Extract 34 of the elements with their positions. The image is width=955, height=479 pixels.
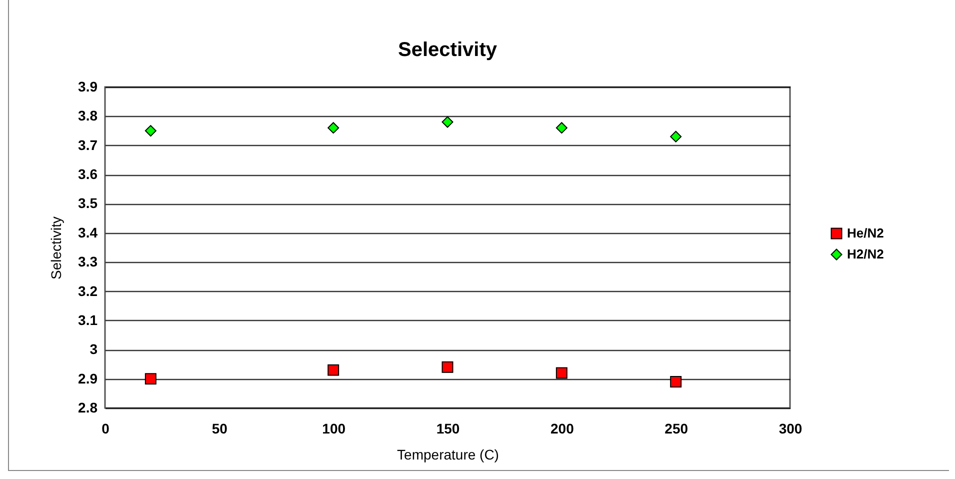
y-tick-label: 3.8 [78, 108, 98, 124]
x-tick-label: 300 [778, 420, 802, 436]
y-tick-label: 3.2 [78, 282, 98, 299]
legend-label: He/N2 [847, 226, 884, 240]
point [442, 361, 454, 373]
y-tick-label: 3.7 [78, 136, 98, 153]
point [328, 122, 340, 134]
y-tick-label: 2.8 [78, 400, 98, 416]
legend-label: H2/N2 [847, 246, 884, 262]
x-tick-label: 0 [102, 420, 110, 436]
x-tick-label: 100 [322, 420, 346, 436]
y-tick-label: 3 [90, 341, 98, 358]
point [670, 376, 682, 388]
y-tick-label: 3.5 [78, 195, 98, 212]
y-tick-label: 3.4 [78, 224, 98, 240]
point [328, 364, 340, 376]
x-axis-title: Temperature (C) [397, 446, 499, 462]
point [556, 122, 568, 134]
chart-title: Selectivity [398, 39, 498, 61]
point [556, 367, 568, 379]
y-tick-label: 3.1 [78, 312, 98, 328]
x-tick-label: 200 [550, 420, 574, 436]
point [144, 125, 156, 137]
point [442, 116, 454, 128]
x-tick-label: 150 [436, 420, 460, 436]
y-tick-label: 2.9 [78, 370, 98, 386]
y-tick-label: 3.3 [78, 254, 98, 270]
point [670, 130, 682, 142]
y-tick-label: 3.9 [78, 78, 98, 94]
x-tick-label: 50 [212, 420, 228, 436]
y-tick-label: 3.6 [78, 166, 98, 182]
y-axis-title: Selectivity [48, 216, 64, 280]
x-tick-label: 250 [664, 420, 688, 436]
point [144, 373, 156, 385]
